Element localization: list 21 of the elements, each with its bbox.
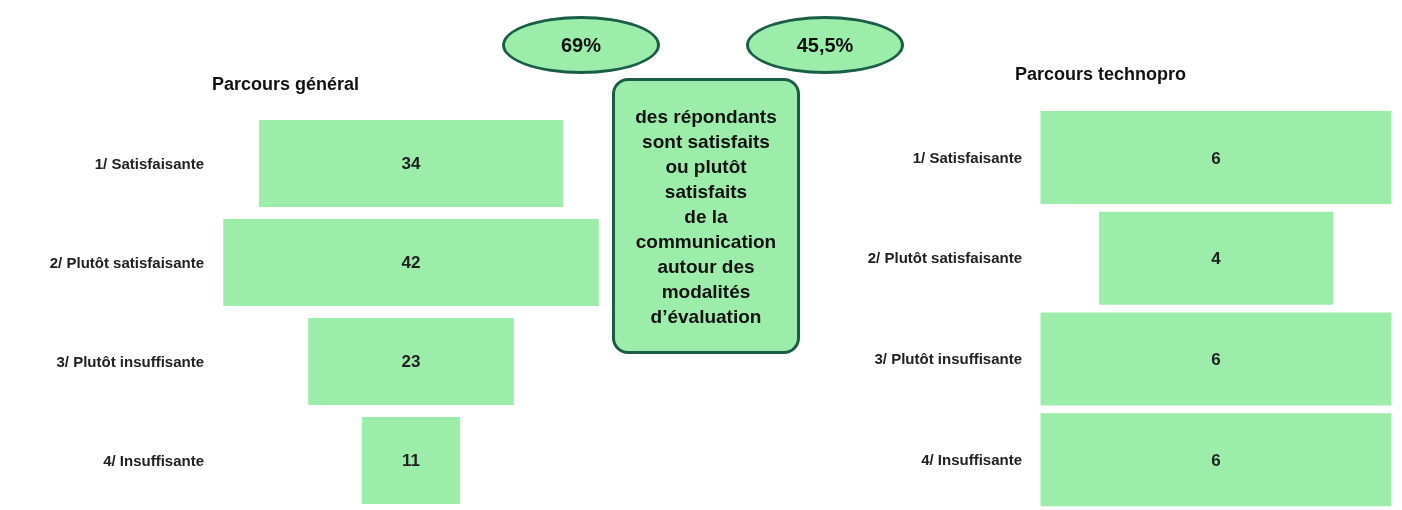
category-label: 3/ Plutôt insuffisante xyxy=(874,350,1022,368)
text: Parcours général xyxy=(212,74,360,95)
data-label: 6 xyxy=(1211,350,1221,370)
category-label: 2/ Plutôt satisfaisante xyxy=(49,253,204,271)
data-label: 4 xyxy=(1211,249,1222,269)
data-label: 6 xyxy=(1211,148,1221,168)
category-label: 4/ Insuffisante xyxy=(103,451,204,469)
data-label: 34 xyxy=(401,154,421,174)
category-label: 2/ Plutôt satisfaisante xyxy=(867,249,1022,267)
category-label: 4/ Insuffisante xyxy=(921,450,1022,468)
data-label: 11 xyxy=(402,451,420,471)
text: 45,5% xyxy=(746,16,904,74)
category-label: 1/ Satisfaisante xyxy=(912,148,1022,166)
text: des répondants sont satisfaits ou plutôt satisfaits de la communication autour des modalités d’évaluation xyxy=(635,105,777,327)
category-label: 1/ Satisfaisante xyxy=(94,154,204,172)
data-label: 23 xyxy=(401,352,421,372)
text: Parcours technopro xyxy=(1015,64,1187,85)
data-label: 6 xyxy=(1211,450,1221,470)
text: 69% xyxy=(502,16,660,74)
data-label: 42 xyxy=(401,253,421,273)
category-label: 3/ Plutôt insuffisante xyxy=(56,352,204,370)
